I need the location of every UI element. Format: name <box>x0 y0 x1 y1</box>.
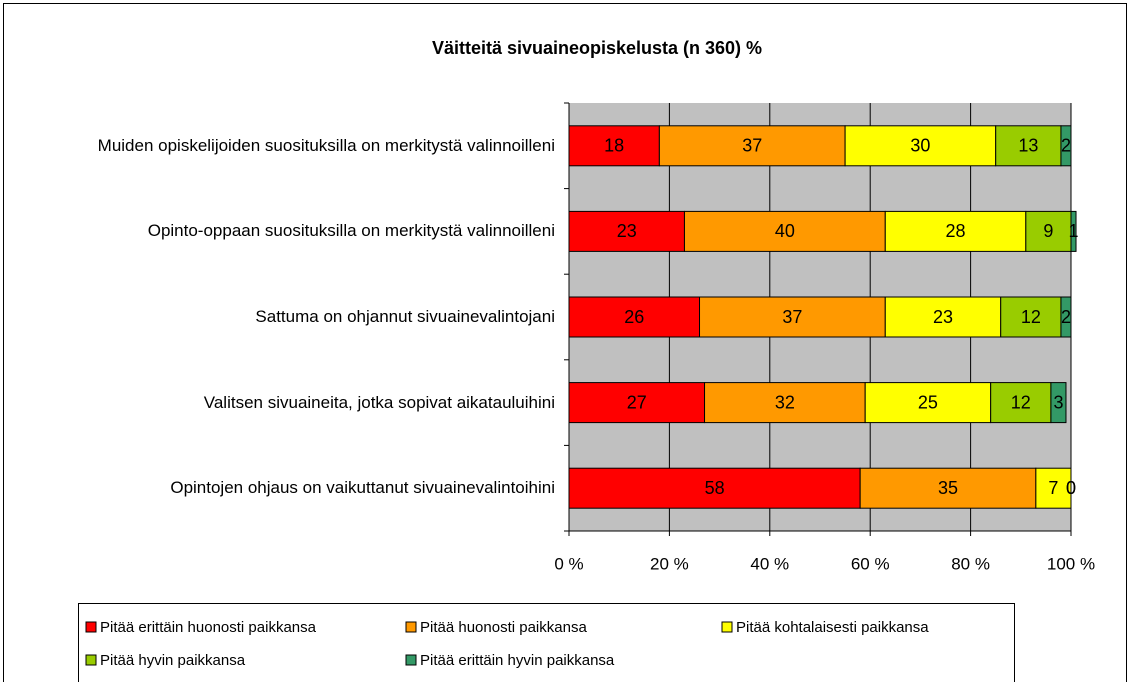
data-label: 37 <box>742 136 762 156</box>
data-label: 26 <box>624 307 644 327</box>
legend-box <box>78 603 1015 682</box>
bar-segment <box>884 210 1027 252</box>
bar-segment <box>568 382 706 424</box>
data-label: 58 <box>705 478 725 498</box>
data-label: 3 <box>1053 392 1063 412</box>
data-label: 30 <box>910 136 930 156</box>
bar-segment <box>1000 296 1062 338</box>
data-label: 9 <box>1043 221 1053 241</box>
y-tick-label: Valitsen sivuaineita, jotka sopivat aika… <box>203 392 555 412</box>
data-label: 40 <box>775 221 795 241</box>
bar-segment <box>1070 210 1077 252</box>
legend-label: Pitää erittäin huonosti paikkansa <box>100 619 317 636</box>
data-label: 25 <box>918 392 938 412</box>
bar-segment <box>1060 125 1072 167</box>
bar-segment <box>1060 296 1072 338</box>
y-tick-label: Muiden opiskelijoiden suosituksilla on m… <box>97 135 555 155</box>
x-tick-label: 20 % <box>650 554 689 573</box>
legend-swatch <box>85 621 97 633</box>
legend-label: Pitää hyvin paikkansa <box>100 652 246 669</box>
legend-swatch <box>405 621 417 633</box>
legend-label: Pitää kohtalaisesti paikkansa <box>736 619 929 636</box>
bar-segment <box>699 296 886 338</box>
data-label: 27 <box>627 392 647 412</box>
data-label: 1 <box>1069 221 1079 241</box>
data-label: 7 <box>1048 478 1058 498</box>
data-label: 12 <box>1021 307 1041 327</box>
bar-segment <box>844 125 997 167</box>
x-tick-label: 100 % <box>1047 554 1095 573</box>
data-label: 35 <box>938 478 958 498</box>
bar-segment <box>1035 467 1072 509</box>
bar-segment <box>658 125 846 167</box>
legend-swatch <box>85 654 97 666</box>
bar-segment <box>568 296 701 338</box>
bar-segment <box>704 382 866 424</box>
data-label: 28 <box>946 221 966 241</box>
y-tick-label: Opintojen ohjaus on vaikuttanut sivuaine… <box>170 478 555 498</box>
x-tick-label: 80 % <box>951 554 990 573</box>
data-label: 2 <box>1061 307 1071 327</box>
bar-segment <box>568 125 660 167</box>
chart-title: Väitteitä sivuaineopiskelusta (n 360) % <box>432 38 762 58</box>
legend-label: Pitää erittäin hyvin paikkansa <box>420 652 615 669</box>
legend-label: Pitää huonosti paikkansa <box>420 619 587 636</box>
data-label: 32 <box>775 392 795 412</box>
bar-segment <box>1025 210 1072 252</box>
bar-segment <box>990 382 1052 424</box>
chart-frame <box>3 3 1127 682</box>
data-label: 37 <box>782 307 802 327</box>
x-tick-label: 60 % <box>851 554 890 573</box>
data-label: 23 <box>617 221 637 241</box>
data-label: 12 <box>1011 392 1031 412</box>
bar-segment <box>568 210 685 252</box>
bar-segment <box>864 382 992 424</box>
y-tick-label: Sattuma on ohjannut sivuainevalintojani <box>255 307 555 326</box>
data-label: 23 <box>933 307 953 327</box>
x-tick-label: 0 % <box>554 554 583 573</box>
y-tick-label: Opinto-oppaan suosituksilla on merkityst… <box>147 221 555 241</box>
bar-segment <box>1050 382 1067 424</box>
data-label: 2 <box>1061 136 1071 156</box>
x-tick-label: 40 % <box>750 554 789 573</box>
data-label: 0 <box>1066 478 1076 498</box>
data-label: 13 <box>1018 136 1038 156</box>
bar-segment <box>859 467 1037 509</box>
bar-segment <box>995 125 1062 167</box>
bar-segment <box>568 467 861 509</box>
bar-segment <box>884 296 1002 338</box>
bar-segment <box>683 210 886 252</box>
legend-swatch <box>721 621 733 633</box>
data-label: 18 <box>604 136 624 156</box>
legend-swatch <box>405 654 417 666</box>
data-label: 0 <box>1066 478 1076 498</box>
